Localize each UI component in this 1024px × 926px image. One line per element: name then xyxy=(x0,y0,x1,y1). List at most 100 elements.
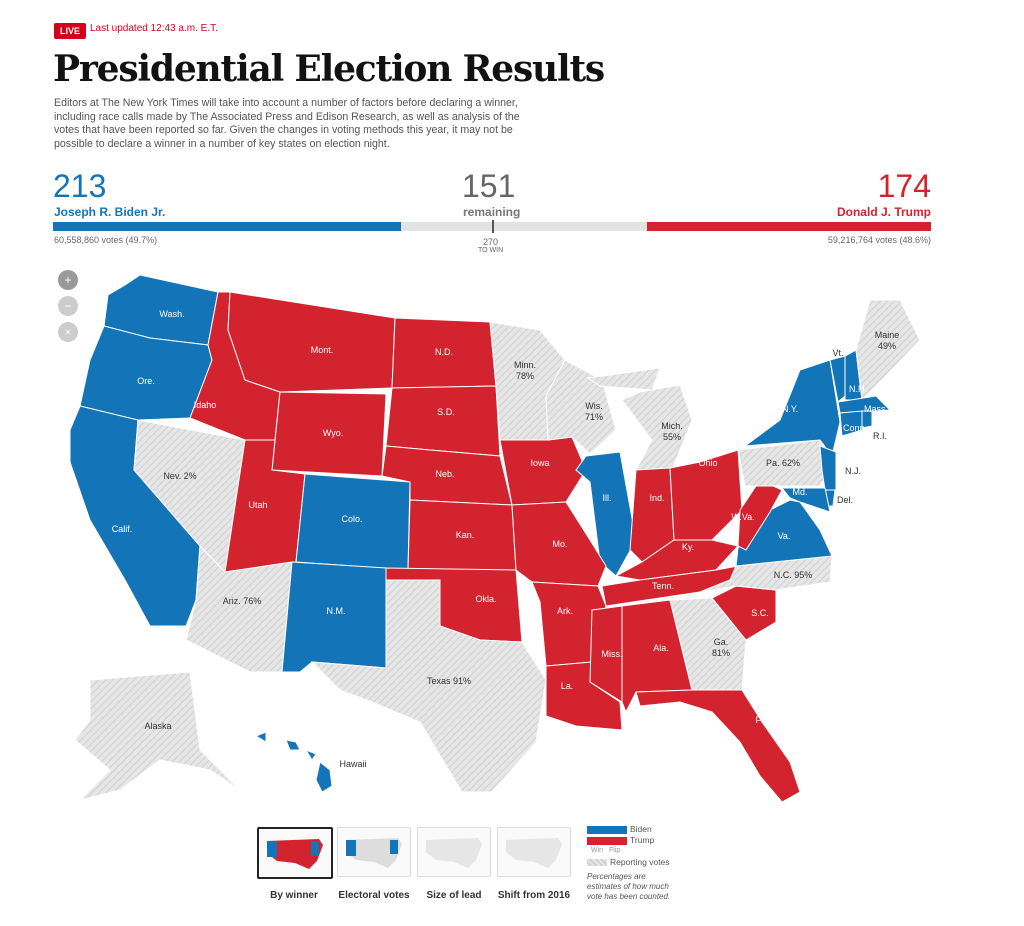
state-hi[interactable] xyxy=(315,761,333,793)
state-label-mt: Mont. xyxy=(311,345,334,355)
view-label[interactable]: Electoral votes xyxy=(338,890,410,901)
state-ri[interactable] xyxy=(861,410,873,429)
state-label-vt: Vt. xyxy=(832,348,843,358)
state-reporting-pct: 55% xyxy=(663,432,681,442)
state-name: Wash. xyxy=(159,309,184,319)
state-ma[interactable] xyxy=(837,395,892,414)
state-hi[interactable] xyxy=(254,731,267,743)
state-label-ak: Alaska xyxy=(144,721,171,731)
state-reporting-pct: 95% xyxy=(792,570,813,580)
state-label-hi: Hawaii xyxy=(339,759,366,769)
state-hi[interactable] xyxy=(285,739,301,751)
state-name: Colo. xyxy=(341,514,362,524)
legend-reporting: Reporting votes xyxy=(610,857,670,867)
state-label-me: Maine 49% xyxy=(875,330,900,351)
view-thumbnail[interactable] xyxy=(497,827,571,877)
state-label-nv: Nev. 2% xyxy=(163,471,196,481)
state-label-ut: Utah xyxy=(248,500,267,510)
state-name: Mont. xyxy=(311,345,334,355)
state-il[interactable] xyxy=(575,451,637,577)
state-label-ia: Iowa xyxy=(530,458,549,468)
state-name: W.Va. xyxy=(731,512,754,522)
biden-popular-votes: 60,558,860 votes (49.7%) xyxy=(54,235,158,245)
state-reporting-pct: 71% xyxy=(585,412,603,422)
state-name: Ohio xyxy=(698,458,717,468)
state-name: Wis. xyxy=(585,401,603,411)
state-ia[interactable] xyxy=(499,436,587,506)
state-label-or: Ore. xyxy=(137,376,155,386)
state-hi[interactable] xyxy=(304,748,317,761)
reset-icon[interactable]: × xyxy=(58,322,78,342)
zoom-out-icon[interactable]: − xyxy=(58,296,78,316)
state-label-nj: N.J. xyxy=(845,466,861,476)
state-label-ok: Okla. xyxy=(475,594,496,604)
state-md[interactable] xyxy=(780,487,831,513)
state-name: Ga. xyxy=(714,637,729,647)
state-label-nd: N.D. xyxy=(435,347,453,357)
state-label-mn: Minn. 78% xyxy=(514,360,536,381)
state-name: Ark. xyxy=(557,606,573,616)
state-label-tn: Tenn. xyxy=(652,581,674,591)
state-name: Ariz. xyxy=(223,596,241,606)
state-mo[interactable] xyxy=(511,501,607,587)
state-sd[interactable] xyxy=(385,385,501,457)
state-name: La. xyxy=(561,681,574,691)
view-thumbnail[interactable] xyxy=(337,827,411,877)
state-reporting-pct: 76% xyxy=(241,596,262,606)
state-nm[interactable] xyxy=(281,561,387,673)
state-label-il: Ill. xyxy=(603,493,612,503)
state-label-de: Del. xyxy=(837,495,853,505)
view-label[interactable]: Shift from 2016 xyxy=(497,890,571,901)
legend-biden-swatch xyxy=(587,826,627,834)
state-ak[interactable] xyxy=(74,671,241,801)
state-fl[interactable] xyxy=(635,689,801,803)
state-label-mo: Mo. xyxy=(552,539,567,549)
legend-note: Percentages are estimates of how much vo… xyxy=(587,872,671,901)
state-sc[interactable] xyxy=(711,585,777,641)
biden-electoral-count: 213 xyxy=(53,168,107,204)
state-name: Okla. xyxy=(475,594,496,604)
state-name: Nev. xyxy=(163,471,181,481)
state-name: Wyo. xyxy=(323,428,343,438)
intro-text: Editors at The New York Times will take … xyxy=(54,97,520,150)
state-reporting-pct: 91% xyxy=(451,676,472,686)
state-label-az: Ariz. 76% xyxy=(223,596,262,606)
view-thumbnail[interactable] xyxy=(417,827,491,877)
state-mi[interactable] xyxy=(586,367,661,391)
state-label-wy: Wyo. xyxy=(323,428,343,438)
state-ga[interactable] xyxy=(669,597,747,691)
remaining-count: 151 xyxy=(462,168,516,204)
state-reporting-pct: 62% xyxy=(780,458,801,468)
state-name: R.I. xyxy=(873,431,887,441)
state-nj[interactable] xyxy=(819,445,837,491)
state-name: Fla. xyxy=(755,715,770,725)
state-reporting-pct: 49% xyxy=(878,341,896,351)
state-name: Mass. xyxy=(864,404,888,414)
trump-name: Donald J. Trump xyxy=(836,205,931,219)
state-label-fl: Fla. xyxy=(755,715,770,725)
state-label-mi: Mich. 55% xyxy=(661,421,683,442)
view-label[interactable]: By winner xyxy=(270,890,318,901)
trump-electoral-count: 174 xyxy=(877,168,931,204)
state-label-ga: Ga. 81% xyxy=(712,637,730,658)
state-label-va: Va. xyxy=(778,531,791,541)
state-mt[interactable] xyxy=(227,291,396,393)
state-name: Va. xyxy=(778,531,791,541)
state-tx[interactable] xyxy=(310,579,547,793)
state-label-ma: Mass. xyxy=(864,404,888,414)
state-name: N.H. xyxy=(849,384,867,394)
page-title: Presidential Election Results xyxy=(53,48,605,90)
state-ny[interactable] xyxy=(743,359,841,458)
state-ct[interactable] xyxy=(839,410,863,437)
zoom-in-icon[interactable]: + xyxy=(58,270,78,290)
state-name: N.Y. xyxy=(782,404,798,414)
state-name: Idaho xyxy=(194,400,217,410)
view-label[interactable]: Size of lead xyxy=(426,890,482,901)
state-nc[interactable] xyxy=(699,555,833,593)
state-va[interactable] xyxy=(735,499,833,567)
state-label-ms: Miss. xyxy=(602,649,623,659)
state-name: N.J. xyxy=(845,466,861,476)
view-thumbnail[interactable] xyxy=(257,827,333,879)
